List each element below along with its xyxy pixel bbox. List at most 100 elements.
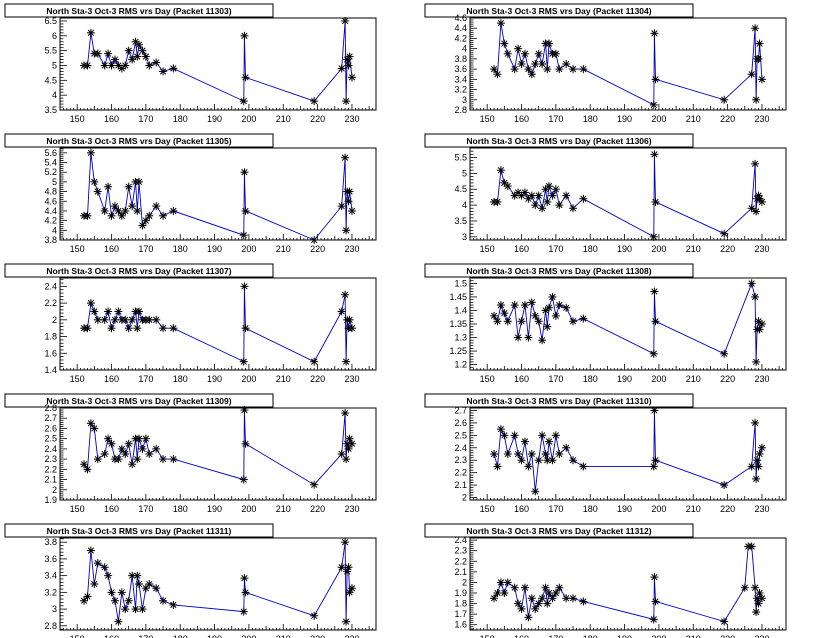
data-point bbox=[342, 357, 351, 366]
x-tick-label: 180 bbox=[173, 114, 188, 124]
data-point bbox=[341, 153, 350, 162]
data-point bbox=[496, 425, 505, 434]
data-point bbox=[347, 324, 356, 333]
data-point bbox=[110, 315, 119, 324]
data-point bbox=[121, 315, 130, 324]
data-point bbox=[754, 462, 763, 471]
data-point bbox=[569, 594, 578, 603]
x-tick-label: 160 bbox=[104, 244, 119, 254]
data-point bbox=[135, 177, 143, 186]
y-tick-label: 1.7 bbox=[454, 609, 467, 619]
data-point bbox=[534, 191, 543, 200]
data-point bbox=[650, 29, 659, 38]
y-tick-label: 2.4 bbox=[454, 535, 467, 545]
data-point bbox=[752, 95, 761, 104]
y-tick-label: 2.1 bbox=[454, 480, 467, 490]
data-point bbox=[107, 324, 116, 333]
data-point bbox=[551, 431, 560, 440]
data-point bbox=[649, 462, 658, 471]
data-point bbox=[152, 315, 161, 324]
y-tick-label: 5.4 bbox=[44, 158, 57, 168]
x-tick-label: 160 bbox=[514, 374, 529, 384]
data-point bbox=[720, 95, 729, 104]
data-point bbox=[135, 434, 143, 443]
y-tick-label: 1.45 bbox=[449, 292, 467, 302]
y-tick-label: 2.3 bbox=[454, 455, 467, 465]
data-point bbox=[239, 475, 248, 484]
data-point bbox=[579, 194, 588, 203]
x-tick-label: 180 bbox=[173, 504, 188, 514]
x-tick-label: 150 bbox=[480, 114, 495, 124]
data-point bbox=[241, 588, 250, 597]
chart-title-box bbox=[424, 3, 694, 18]
data-point bbox=[337, 202, 346, 211]
data-point bbox=[747, 204, 756, 213]
chart-title: North Sta-3 Oct-3 RMS vrs Day (Packet 11… bbox=[46, 396, 231, 406]
y-tick-label: 2.3 bbox=[44, 454, 57, 464]
data-point bbox=[100, 563, 109, 572]
data-point bbox=[124, 324, 133, 333]
y-tick-label: 1.3 bbox=[454, 333, 467, 343]
data-point bbox=[514, 450, 523, 458]
data-point bbox=[503, 578, 512, 587]
y-tick-label: 1.4 bbox=[44, 365, 57, 375]
chart-title: North Sta-3 Oct-3 RMS vrs Day (Packet 11… bbox=[466, 6, 651, 16]
data-point bbox=[543, 65, 552, 74]
chart-panel: North Sta-3 Oct-3 RMS vrs Day (Packet 11… bbox=[424, 263, 787, 384]
data-point bbox=[517, 317, 526, 326]
x-tick-label: 200 bbox=[651, 634, 666, 638]
x-tick-label: 170 bbox=[548, 114, 563, 124]
data-point bbox=[755, 39, 764, 48]
data-point bbox=[124, 439, 133, 448]
x-tick-label: 170 bbox=[548, 504, 563, 514]
data-point bbox=[520, 437, 529, 446]
chart-title: North Sta-3 Oct-3 RMS vrs Day (Packet 11… bbox=[46, 6, 231, 16]
x-tick-label: 170 bbox=[138, 504, 153, 514]
x-tick-label: 160 bbox=[104, 504, 119, 514]
x-tick-label: 230 bbox=[344, 374, 359, 384]
series-line bbox=[83, 409, 353, 486]
data-point bbox=[520, 583, 529, 592]
data-point bbox=[755, 450, 764, 458]
x-tick-label: 200 bbox=[241, 114, 256, 124]
data-point bbox=[751, 583, 760, 592]
data-point bbox=[520, 301, 529, 310]
data-point bbox=[747, 279, 756, 288]
series-line bbox=[83, 542, 353, 622]
data-point bbox=[239, 97, 248, 106]
chart-title-box bbox=[424, 263, 694, 278]
data-point bbox=[752, 608, 761, 617]
x-tick-label: 200 bbox=[651, 244, 666, 254]
data-point bbox=[720, 481, 729, 490]
data-point bbox=[520, 188, 529, 197]
y-tick-label: 1.9 bbox=[454, 588, 467, 598]
data-point bbox=[141, 584, 150, 593]
chart-title: North Sta-3 Oct-3 RMS vrs Day (Packet 11… bbox=[46, 136, 231, 146]
data-point bbox=[538, 60, 547, 68]
x-tick-label: 150 bbox=[70, 634, 85, 638]
data-point bbox=[152, 584, 161, 593]
data-point bbox=[159, 211, 168, 220]
data-point bbox=[145, 450, 154, 458]
data-point bbox=[562, 191, 571, 200]
y-tick-label: 3.2 bbox=[454, 85, 467, 95]
chart-title-box bbox=[4, 263, 274, 278]
y-tick-label: 4 bbox=[462, 44, 467, 54]
y-tick-label: 2.4 bbox=[44, 281, 57, 291]
data-point bbox=[90, 307, 99, 316]
data-point bbox=[500, 588, 509, 597]
data-point bbox=[579, 597, 588, 606]
data-point bbox=[757, 75, 766, 84]
data-point bbox=[239, 231, 248, 240]
x-tick-label: 190 bbox=[207, 374, 222, 384]
data-point bbox=[493, 70, 502, 79]
data-point bbox=[104, 307, 113, 316]
data-point bbox=[531, 60, 540, 68]
y-tick-label: 3.4 bbox=[454, 74, 467, 84]
y-tick-label: 2.6 bbox=[44, 423, 57, 433]
data-point bbox=[133, 455, 142, 464]
data-point bbox=[531, 201, 540, 210]
data-point bbox=[534, 49, 543, 58]
x-tick-label: 200 bbox=[241, 504, 256, 514]
data-point bbox=[543, 197, 552, 206]
